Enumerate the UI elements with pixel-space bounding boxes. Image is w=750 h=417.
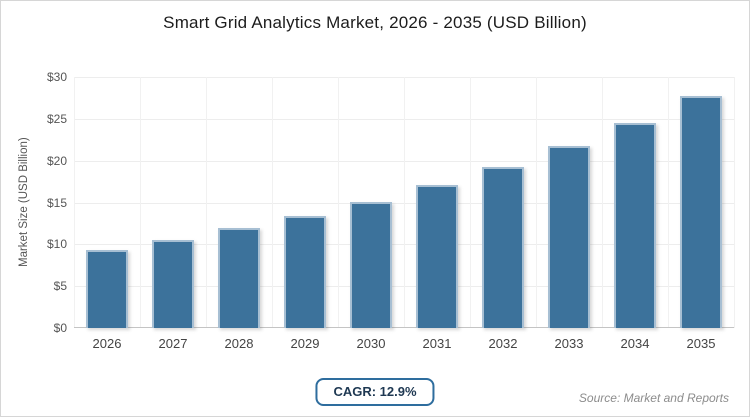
v-gridline xyxy=(668,77,669,328)
x-axis-ticks: 2026 2027 2028 2029 2030 2031 2032 2033 2034 2035 xyxy=(74,336,734,351)
bar-2027 xyxy=(152,240,194,328)
v-gridline xyxy=(470,77,471,328)
bar-2031 xyxy=(416,184,458,328)
y-tick-label: $30 xyxy=(46,70,67,84)
bar-2028 xyxy=(218,228,260,328)
v-gridline xyxy=(272,77,273,328)
x-tick-label: 2027 xyxy=(158,336,188,351)
x-tick-label: 2032 xyxy=(488,336,518,351)
x-tick-label: 2029 xyxy=(290,336,320,351)
bar-2034 xyxy=(614,123,656,328)
x-tick-label: 2030 xyxy=(356,336,386,351)
y-tick-label: $10 xyxy=(46,237,67,252)
cagr-badge: CAGR: 12.9% xyxy=(315,378,435,406)
x-tick-label: 2034 xyxy=(620,336,650,351)
bar-2029 xyxy=(284,215,326,328)
y-tick-label: $20 xyxy=(46,153,67,168)
y-tick-label: $5 xyxy=(53,279,67,294)
v-gridline xyxy=(338,77,339,328)
y-axis-ticks: $0 $5 $10 $15 $20 $25 $30 xyxy=(1,70,67,335)
x-tick-label: 2035 xyxy=(686,336,716,351)
v-gridline xyxy=(734,77,735,328)
bar-2035 xyxy=(680,96,722,328)
source-text: Source: Market and Reports xyxy=(578,391,729,405)
chart-title: Smart Grid Analytics Market, 2026 - 2035… xyxy=(163,13,587,32)
x-tick-label: 2033 xyxy=(554,336,584,351)
y-tick-label: $15 xyxy=(46,195,67,210)
v-gridline xyxy=(74,77,75,328)
bar-2033 xyxy=(548,146,590,328)
y-tick-label: $25 xyxy=(46,111,67,126)
x-tick-label: 2026 xyxy=(92,336,122,351)
plot-area xyxy=(74,77,735,328)
y-tick-label: $0 xyxy=(53,321,67,335)
v-gridline xyxy=(140,77,141,328)
bar-2030 xyxy=(350,201,392,328)
bar-2032 xyxy=(482,166,524,328)
x-tick-label: 2031 xyxy=(422,336,452,351)
x-tick-label: 2028 xyxy=(224,336,254,351)
v-gridline xyxy=(206,77,207,328)
bar-2026 xyxy=(86,250,128,328)
x-axis-line xyxy=(74,327,734,328)
v-gridline xyxy=(602,77,603,328)
v-gridline xyxy=(404,77,405,328)
v-gridline xyxy=(536,77,537,328)
